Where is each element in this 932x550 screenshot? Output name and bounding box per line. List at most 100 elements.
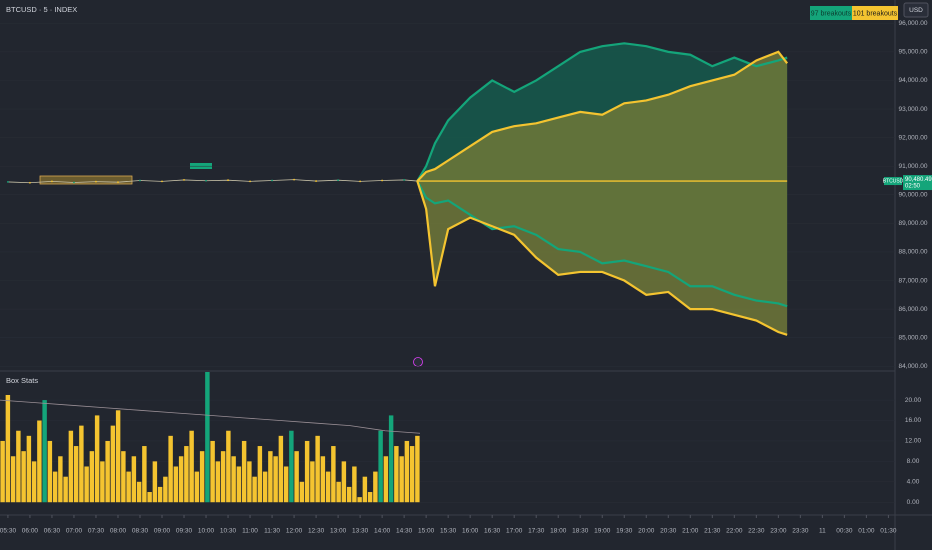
bar: [31, 461, 37, 503]
x-tick-label: 14:30: [396, 528, 413, 535]
x-tick-label: 11:00: [242, 528, 258, 535]
y-tick-label: 88,000.00: [899, 249, 928, 256]
x-tick-label: 12:30: [308, 528, 325, 535]
x-tick-label: 10:30: [220, 528, 237, 535]
bar: [52, 471, 58, 503]
x-tick-label: 20:30: [660, 528, 677, 535]
y-tick-label: 12.00: [905, 438, 922, 445]
x-tick-label: 01:30: [880, 528, 897, 535]
bar: [147, 492, 152, 503]
x-tick-label: 09:00: [154, 528, 171, 535]
bar: [404, 440, 410, 503]
bar: [136, 481, 142, 503]
price-dot: [139, 179, 141, 182]
y-tick-label: 90,000.00: [899, 192, 928, 199]
bar: [194, 471, 200, 503]
bar: [289, 430, 294, 503]
bar: [189, 430, 194, 503]
bar: [399, 456, 404, 503]
bar: [373, 471, 378, 503]
symbol-tag-label: BTCUSD: [883, 178, 904, 184]
x-tick-label: 06:30: [44, 528, 61, 535]
y-tick-label: 93,000.00: [899, 106, 928, 113]
bar: [47, 440, 53, 503]
x-tick-label: 13:30: [352, 528, 369, 535]
bar: [89, 451, 95, 503]
bar: [362, 476, 368, 503]
x-tick-label: 23:00: [770, 528, 787, 535]
bar: [262, 471, 268, 503]
bar: [168, 435, 173, 503]
y-tick-label: 20.00: [905, 397, 922, 404]
y-tick-label: 4.00: [907, 479, 920, 486]
bar: [84, 466, 89, 503]
x-tick-label: 06:00: [22, 528, 39, 535]
bar: [268, 451, 273, 503]
price-dot: [183, 179, 185, 181]
currency-button[interactable]: [903, 2, 929, 18]
y-tick-label: 8.00: [907, 458, 920, 465]
pane-title: Box Stats: [6, 376, 38, 385]
symbol-title: BTCUSD · 5 · INDEX: [6, 5, 77, 14]
x-tick-label: 07:00: [66, 528, 83, 535]
bar: [68, 430, 74, 503]
bar: [226, 430, 231, 503]
x-tick-label: 15:30: [440, 528, 457, 535]
bar: [409, 446, 415, 503]
bar: [105, 440, 110, 503]
x-tick-label: 16:30: [484, 528, 501, 535]
bar: [294, 451, 299, 503]
bar: [5, 394, 11, 503]
bar: [215, 461, 221, 503]
bar: [115, 410, 121, 503]
bar: [26, 435, 32, 503]
bar: [231, 456, 236, 503]
bar: [236, 466, 242, 503]
band-line: [416, 180, 788, 308]
price-dot: [7, 181, 9, 183]
y-tick-label: 95,000.00: [899, 49, 928, 56]
price-dot: [271, 179, 273, 182]
legend: 97 breakouts 101 breakouts: [810, 6, 898, 20]
x-tick-label: 11: [819, 528, 826, 535]
bar: [310, 461, 315, 503]
x-tick-label: 23:30: [792, 528, 809, 535]
bar: [394, 446, 399, 503]
legend-box: [852, 6, 898, 20]
bar: [341, 461, 347, 503]
bar: [252, 476, 257, 503]
event-icon[interactable]: [413, 357, 423, 367]
bar: [205, 372, 210, 503]
bar: [388, 415, 394, 503]
bar: [100, 461, 105, 503]
bar: [241, 440, 247, 503]
y-tick-label: 0.00: [907, 499, 920, 506]
bar: [173, 466, 179, 503]
x-tick-label: 15:00: [418, 528, 435, 535]
y-tick-label: 89,000.00: [899, 220, 928, 227]
average-line: [0, 399, 421, 434]
y-tick-label: 87,000.00: [899, 277, 928, 284]
price-dot: [315, 180, 317, 182]
x-tick-label: 18:30: [572, 528, 589, 535]
bar: [299, 481, 305, 503]
x-tick-label: 22:00: [726, 528, 743, 535]
price-dot: [29, 181, 31, 184]
x-tick-label: 10:00: [198, 528, 215, 535]
bar: [320, 456, 326, 503]
x-tick-label: 12:00: [286, 528, 303, 535]
legend-label: 97 breakouts: [811, 10, 852, 17]
x-tick-label: 09:30: [176, 528, 193, 535]
bar: [94, 415, 100, 503]
x-tick-label: 16:00: [462, 528, 479, 535]
x-tick-label: 05:30: [0, 528, 16, 535]
bar: [199, 451, 205, 503]
price-dot: [403, 179, 406, 181]
bar: [352, 466, 357, 503]
bar: [278, 435, 284, 503]
price-dot: [205, 179, 207, 182]
currency-label[interactable]: USD: [909, 7, 923, 14]
x-tick-label: 21:30: [704, 528, 721, 535]
x-tick-label: 07:30: [88, 528, 105, 535]
